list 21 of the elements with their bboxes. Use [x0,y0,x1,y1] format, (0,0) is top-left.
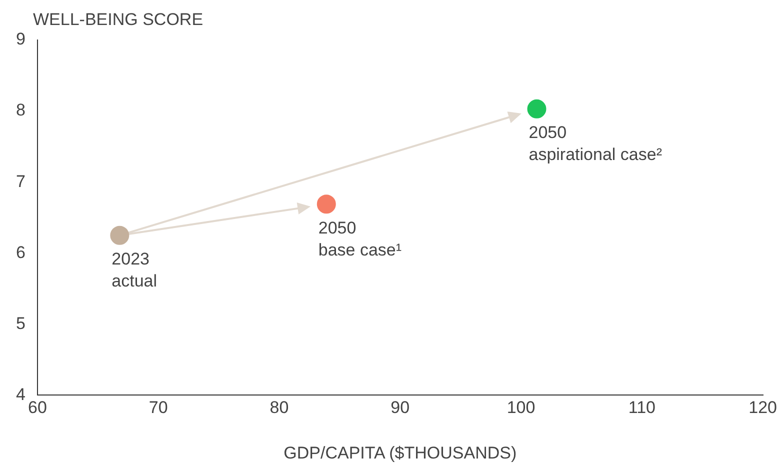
point [316,194,336,214]
x-tick-label: 100 [506,398,536,418]
annotation: 2050 aspirational case² [528,123,662,164]
x-tick-label: 60 [28,398,47,418]
y-tick-label: 9 [16,30,26,49]
x-tick-label: 80 [270,398,289,418]
point [110,226,130,245]
annotation: 2050 base case¹ [318,218,402,260]
y-tick-label: 4 [16,384,26,404]
point [527,99,546,118]
x-tick-label: 70 [148,398,168,418]
x-tick-label: 110 [628,398,656,418]
y-tick-label: 5 [16,314,26,333]
annotation: 2023 actual [112,250,158,291]
y-tick-label: 6 [16,242,26,262]
y-tick-label: 7 [16,172,26,191]
x-tick-label: 120 [748,398,778,418]
y-axis-title: WELL-BEING SCORE [33,10,204,30]
x-axis-title: GDP/CAPITA ($THOUSANDS) [284,443,517,462]
x-tick-label: 90 [390,398,410,418]
y-tick-label: 8 [16,100,26,120]
